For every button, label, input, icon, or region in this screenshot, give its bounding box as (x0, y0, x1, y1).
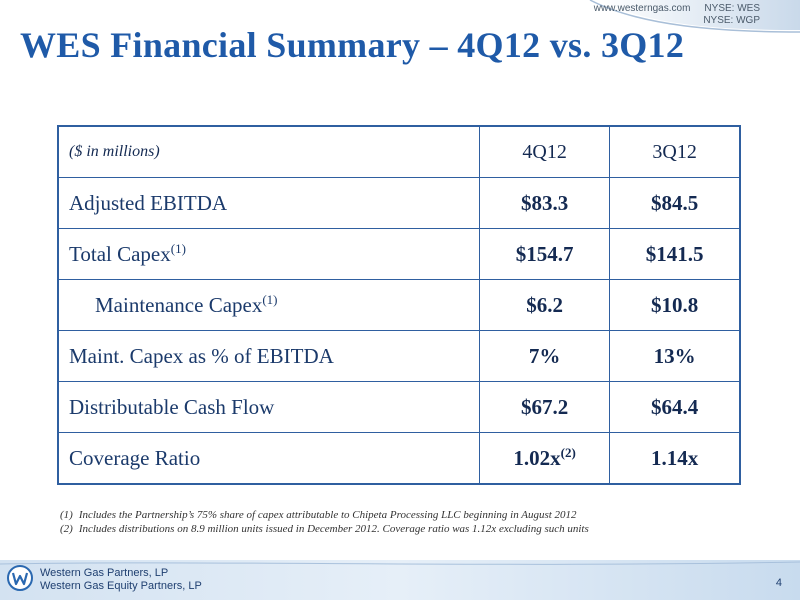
row-value-3q12: $84.5 (609, 177, 741, 229)
row-label: Total Capex(1) (57, 228, 480, 280)
row-value-4q12: $154.7 (478, 228, 611, 280)
footnote-marker: (2) (60, 523, 73, 535)
row-label: Adjusted EBITDA (57, 177, 480, 229)
page-title: WES Financial Summary – 4Q12 vs. 3Q12 (20, 25, 685, 65)
table-row: Maint. Capex as % of EBITDA 7% 13% (57, 330, 741, 382)
company-names: Western Gas Partners, LP Western Gas Equ… (40, 567, 202, 593)
footnote-ref: (2) (560, 444, 576, 460)
table-row: Adjusted EBITDA $83.3 $84.5 (57, 177, 741, 229)
column-header-4q12: 4Q12 (478, 125, 611, 178)
row-label: Maint. Capex as % of EBITDA (57, 330, 480, 382)
financial-summary-table: ($ in millions) 4Q12 3Q12 Adjusted EBITD… (57, 125, 741, 485)
table-header-row: ($ in millions) 4Q12 3Q12 (57, 125, 741, 178)
row-label: Maintenance Capex(1) (57, 279, 480, 331)
ticker-wes: NYSE: WES (704, 3, 760, 14)
footnote-text: Includes distributions on 8.9 million un… (78, 523, 589, 535)
row-value-4q12: $6.2 (478, 279, 611, 331)
ticker-wgp: NYSE: WGP (703, 15, 760, 26)
footnote: (1) Includes the Partnership’s 75% share… (60, 508, 760, 522)
footnote-marker: (1) (60, 509, 73, 521)
footnote-ref: (1) (262, 291, 278, 307)
footer-bar (0, 560, 800, 600)
row-value-4q12: 1.02x(2) (478, 432, 611, 485)
header-swoosh (589, 0, 800, 33)
row-value-3q12: 1.14x (609, 432, 741, 485)
footnote-ref: (1) (170, 240, 186, 256)
row-value-3q12: $141.5 (609, 228, 741, 280)
western-gas-logo (7, 565, 33, 591)
row-value-4q12: 7% (478, 330, 611, 382)
row-value-3q12: 13% (609, 330, 741, 382)
company-name-wgp: Western Gas Equity Partners, LP (40, 580, 202, 592)
row-label: Distributable Cash Flow (57, 381, 480, 433)
unit-label: ($ in millions) (57, 125, 480, 178)
column-header-3q12: 3Q12 (609, 125, 741, 178)
row-value-3q12: $64.4 (609, 381, 741, 433)
row-value-4q12: $83.3 (478, 177, 611, 229)
footnotes: (1) Includes the Partnership’s 75% share… (60, 508, 760, 536)
table-row: Total Capex(1) $154.7 $141.5 (57, 228, 741, 280)
footnote: (2) Includes distributions on 8.9 millio… (60, 522, 760, 536)
row-value-3q12: $10.8 (609, 279, 741, 331)
website-link[interactable]: www.westerngas.com (593, 3, 691, 14)
table-row: Distributable Cash Flow $67.2 $64.4 (57, 381, 741, 433)
page-number: 4 (775, 577, 782, 589)
footnote-text: Includes the Partnership’s 75% share of … (78, 509, 577, 521)
header-links: www.westerngas.com NYSE: WES NYSE: WGP (594, 3, 760, 27)
company-name-wes: Western Gas Partners, LP (40, 567, 169, 579)
table-row: Coverage Ratio 1.02x(2) 1.14x (57, 432, 741, 485)
row-value-4q12: $67.2 (478, 381, 611, 433)
table-row: Maintenance Capex(1) $6.2 $10.8 (57, 279, 741, 331)
row-label: Coverage Ratio (57, 432, 480, 485)
